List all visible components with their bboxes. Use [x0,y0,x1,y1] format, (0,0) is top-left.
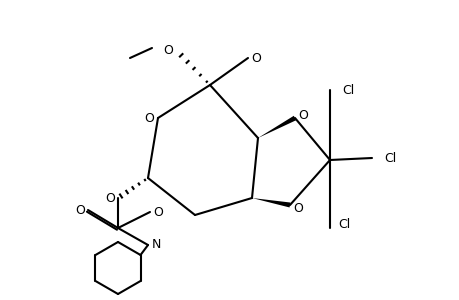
Text: Cl: Cl [383,152,395,164]
Text: N: N [151,238,160,251]
Text: Cl: Cl [341,83,353,97]
Text: O: O [75,203,85,217]
Text: Cl: Cl [337,218,349,230]
Text: O: O [292,202,302,214]
Text: O: O [251,52,260,64]
Polygon shape [257,116,296,138]
Text: O: O [105,191,115,205]
Text: O: O [162,44,173,56]
Text: O: O [153,206,162,218]
Polygon shape [252,198,290,208]
Text: O: O [144,112,154,124]
Text: O: O [297,109,307,122]
